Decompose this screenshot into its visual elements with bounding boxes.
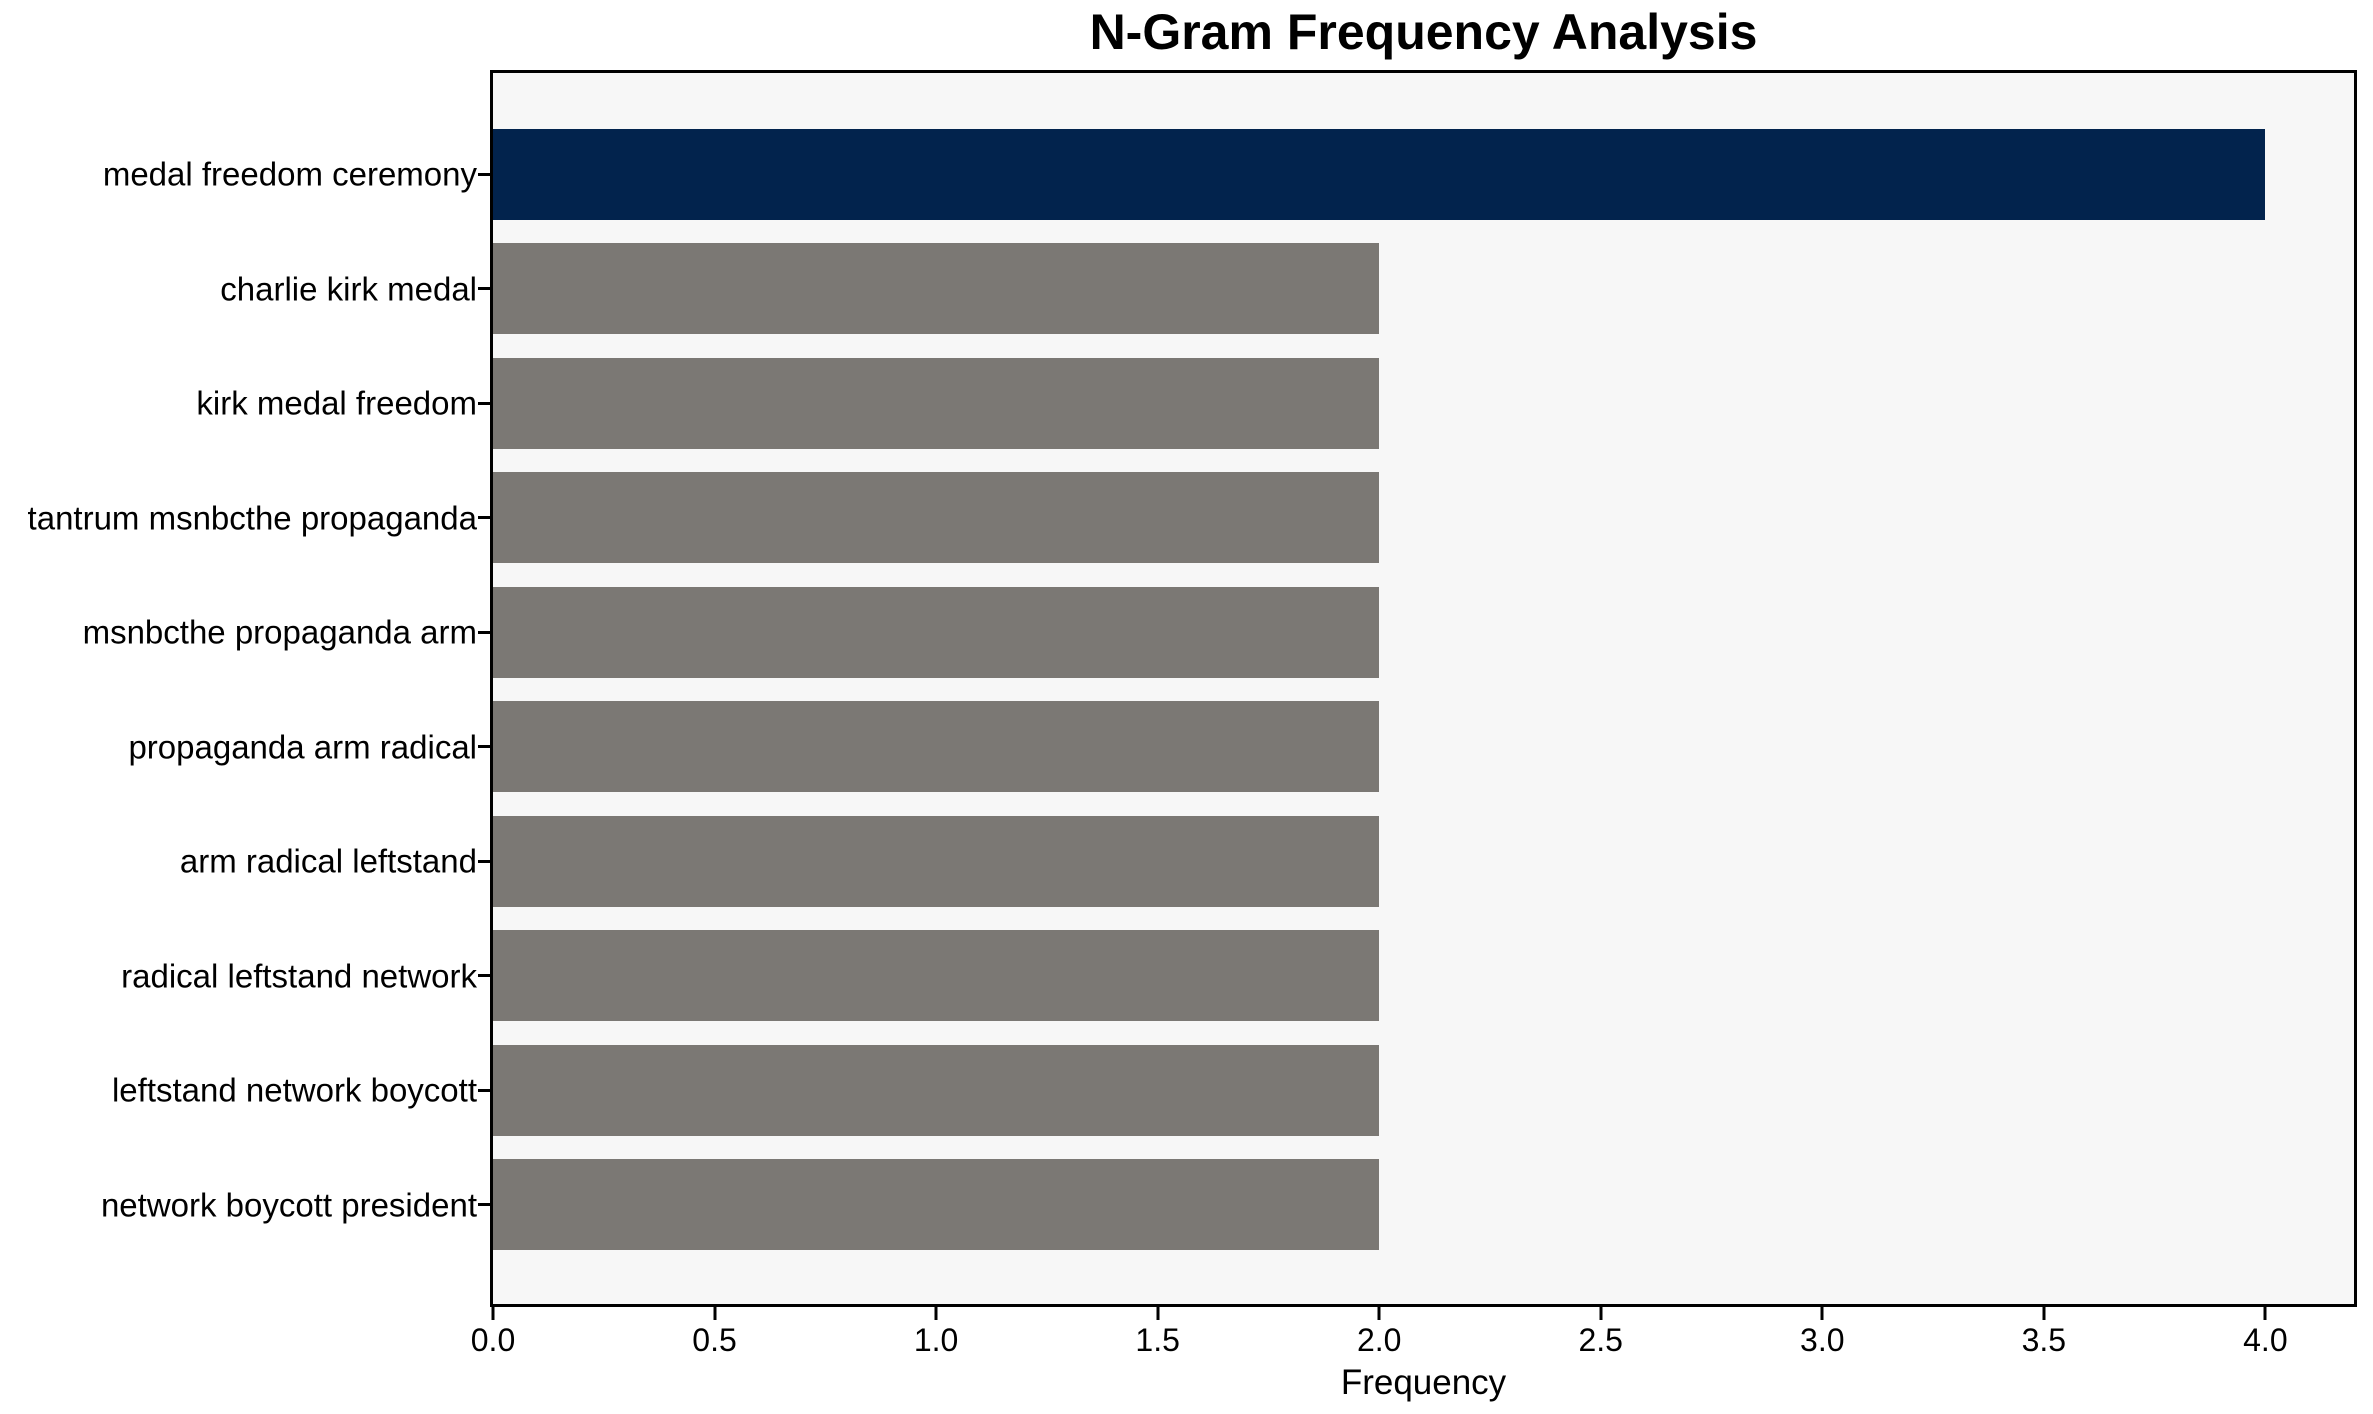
y-tick-mark bbox=[478, 516, 491, 520]
x-tick-label: 3.5 bbox=[2021, 1322, 2067, 1358]
y-tick-mark bbox=[478, 287, 491, 291]
y-tick-label: medal freedom ceremony bbox=[102, 155, 477, 193]
y-tick-mark bbox=[478, 1203, 491, 1207]
bar bbox=[493, 243, 1380, 335]
y-tick-mark bbox=[478, 745, 491, 749]
bar bbox=[493, 815, 1380, 907]
y-tick-label: propaganda arm radical bbox=[128, 728, 477, 766]
x-tick-mark bbox=[2263, 1307, 2267, 1320]
x-tick-label: 1.5 bbox=[1135, 1322, 1180, 1358]
x-tick-label: 2.5 bbox=[1578, 1322, 1623, 1358]
bar bbox=[493, 472, 1380, 564]
y-tick-label: radical leftstand network bbox=[121, 957, 477, 995]
x-tick-label: 3.0 bbox=[1800, 1322, 1845, 1358]
bar bbox=[493, 1159, 1380, 1251]
bar bbox=[493, 357, 1380, 449]
y-tick-mark bbox=[478, 974, 491, 978]
x-tick-mark bbox=[2042, 1307, 2046, 1320]
y-tick-label: charlie kirk medal bbox=[220, 270, 477, 308]
y-tick-mark bbox=[478, 401, 491, 405]
x-tick-label: 0.0 bbox=[470, 1322, 516, 1358]
x-axis-label: Frequency bbox=[1340, 1363, 1507, 1402]
y-tick-label: arm radical leftstand bbox=[179, 842, 477, 880]
bar bbox=[493, 701, 1380, 793]
y-tick-mark bbox=[478, 172, 491, 176]
x-tick-mark bbox=[1377, 1307, 1381, 1320]
y-tick-label: leftstand network boycott bbox=[111, 1071, 477, 1109]
x-tick-label: 1.0 bbox=[913, 1322, 959, 1358]
x-tick-label: 0.5 bbox=[692, 1322, 737, 1358]
x-tick-mark bbox=[934, 1307, 938, 1320]
plot-area bbox=[490, 70, 2357, 1307]
x-tick-mark bbox=[713, 1307, 717, 1320]
x-tick-mark bbox=[491, 1307, 495, 1320]
bar bbox=[493, 586, 1380, 678]
chart-title: N-Gram Frequency Analysis bbox=[1089, 4, 1758, 60]
y-tick-mark bbox=[478, 859, 491, 863]
bar bbox=[493, 1044, 1380, 1136]
y-tick-mark bbox=[478, 630, 491, 634]
y-tick-label: network boycott president bbox=[100, 1186, 477, 1224]
y-tick-label: msnbcthe propaganda arm bbox=[82, 613, 477, 651]
y-axis: medal freedom ceremony charlie kirk medal… bbox=[0, 0, 477, 1414]
x-tick-label: 2.0 bbox=[1356, 1322, 1402, 1358]
y-tick-label: kirk medal freedom bbox=[196, 384, 477, 422]
x-tick-mark bbox=[1599, 1307, 1603, 1320]
x-tick-mark bbox=[1820, 1307, 1824, 1320]
bar bbox=[493, 128, 2266, 220]
bar bbox=[493, 930, 1380, 1022]
x-tick-mark bbox=[1156, 1307, 1160, 1320]
x-tick-label: 4.0 bbox=[2243, 1322, 2288, 1358]
y-tick-label: tantrum msnbcthe propaganda bbox=[27, 499, 477, 537]
y-tick-mark bbox=[478, 1088, 491, 1092]
